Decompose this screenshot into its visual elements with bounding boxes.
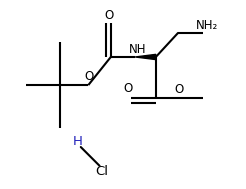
Text: NH: NH (129, 43, 147, 56)
Text: O: O (85, 70, 94, 83)
Text: O: O (105, 9, 114, 22)
Text: NH₂: NH₂ (196, 19, 218, 32)
Text: O: O (175, 83, 184, 96)
Text: Cl: Cl (95, 165, 108, 178)
Polygon shape (135, 54, 156, 60)
Text: H: H (73, 135, 83, 148)
Text: O: O (123, 82, 132, 95)
